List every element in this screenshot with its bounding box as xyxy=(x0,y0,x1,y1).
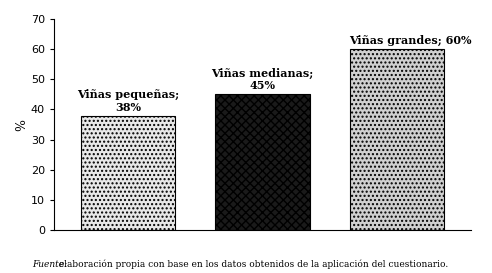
Text: Viñas pequeñas;
38%: Viñas pequeñas; 38% xyxy=(77,89,179,112)
Bar xyxy=(81,115,175,230)
Text: elaboración propia con base en los datos obtenidos de la aplicación del cuestion: elaboración propia con base en los datos… xyxy=(56,259,448,269)
Bar xyxy=(215,94,309,230)
Bar xyxy=(350,49,444,230)
Text: Fuente:: Fuente: xyxy=(32,260,67,269)
Text: Viñas grandes; 60%: Viñas grandes; 60% xyxy=(349,35,472,46)
Text: Viñas medianas;
45%: Viñas medianas; 45% xyxy=(212,67,313,91)
Y-axis label: %: % xyxy=(15,118,28,130)
